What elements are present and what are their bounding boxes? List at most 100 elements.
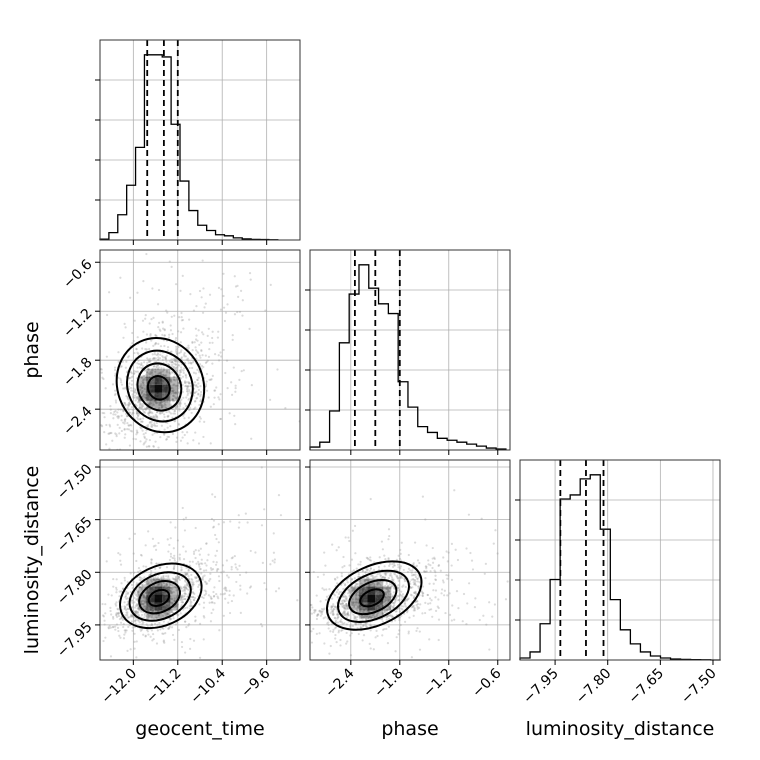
sample-point (344, 612, 347, 615)
sample-point (177, 384, 180, 387)
sample-point (130, 372, 134, 375)
sample-point (419, 603, 422, 606)
contour-1sigma (348, 579, 398, 616)
sample-point (374, 636, 377, 639)
sample-point (413, 578, 417, 582)
sample-point (439, 569, 442, 572)
sample-point (150, 371, 154, 374)
sample-point (144, 314, 147, 317)
sample-point (383, 572, 386, 575)
sample-point (171, 586, 174, 589)
sample-point (422, 591, 425, 595)
sample-point (143, 410, 146, 414)
sample-point (333, 605, 337, 608)
sample-point (168, 333, 171, 336)
sample-point (151, 357, 154, 360)
sample-point (141, 390, 144, 393)
sample-point (293, 616, 295, 618)
sample-point (198, 553, 201, 556)
sample-point (174, 579, 177, 582)
sample-point (162, 627, 165, 630)
sample-point (174, 360, 177, 363)
sample-point (157, 366, 161, 369)
sample-point (144, 608, 147, 611)
sample-point (365, 578, 368, 581)
sample-point (183, 592, 186, 595)
sample-point (357, 598, 360, 602)
sample-point (372, 576, 375, 579)
sample-point (195, 580, 198, 583)
sample-point (126, 422, 129, 425)
sample-point (349, 634, 352, 637)
sample-point (152, 365, 156, 368)
sample-point (397, 577, 400, 580)
sample-point (191, 587, 194, 590)
sample-point (109, 431, 112, 435)
sample-point (434, 589, 438, 592)
sample-point (152, 578, 155, 581)
sample-point (412, 595, 416, 598)
sample-point (152, 637, 155, 641)
sample-point (144, 408, 147, 411)
sample-point (115, 435, 118, 438)
sample-point (161, 358, 164, 362)
sample-point (182, 353, 186, 356)
sample-point (184, 374, 187, 377)
sample-point (110, 613, 113, 616)
sample-point (153, 343, 157, 346)
sample-point (149, 371, 152, 374)
sample-point (467, 582, 471, 585)
sample-point (361, 569, 364, 573)
sample-point (129, 615, 133, 618)
contour-0.5sigma (359, 588, 385, 608)
sample-point (155, 366, 158, 369)
sample-point (160, 577, 163, 580)
sample-point (360, 610, 363, 614)
sample-point (140, 475, 142, 477)
sample-point (155, 562, 158, 565)
sample-point (114, 602, 117, 606)
sample-point (157, 583, 160, 586)
sample-point (157, 613, 161, 616)
sample-point (343, 613, 346, 616)
sample-point (388, 596, 392, 599)
sample-point (170, 609, 173, 612)
sample-point (357, 575, 360, 579)
sample-point (211, 493, 214, 496)
sample-point (434, 571, 437, 574)
sample-point (365, 569, 369, 572)
sample-point (228, 594, 231, 597)
sample-point (354, 622, 357, 625)
sample-point (363, 614, 367, 617)
sample-point (354, 623, 358, 626)
sample-point (140, 391, 143, 395)
sample-point (192, 591, 195, 594)
sample-point (176, 603, 179, 606)
sample-point (126, 591, 130, 594)
sample-point (131, 342, 134, 345)
sample-point (115, 586, 118, 589)
sample-point (150, 369, 153, 372)
sample-point (142, 379, 145, 382)
sample-point (345, 603, 348, 606)
sample-point (246, 521, 249, 524)
sample-point (356, 606, 360, 609)
sample-point (132, 390, 135, 393)
sample-point (215, 386, 218, 389)
sample-point (344, 594, 347, 598)
sample-point (340, 574, 343, 578)
sample-point (125, 395, 128, 398)
sample-point (135, 404, 138, 407)
sample-point (230, 565, 233, 569)
sample-point (171, 577, 174, 580)
sample-point (204, 581, 207, 584)
sample-point (220, 288, 223, 291)
density-cell (154, 368, 163, 377)
sample-point (437, 598, 440, 601)
sample-point (178, 371, 182, 374)
sample-point (201, 578, 205, 581)
sample-point (133, 532, 137, 536)
sample-point (134, 606, 137, 609)
sample-point (175, 579, 179, 583)
sample-point (169, 617, 172, 620)
